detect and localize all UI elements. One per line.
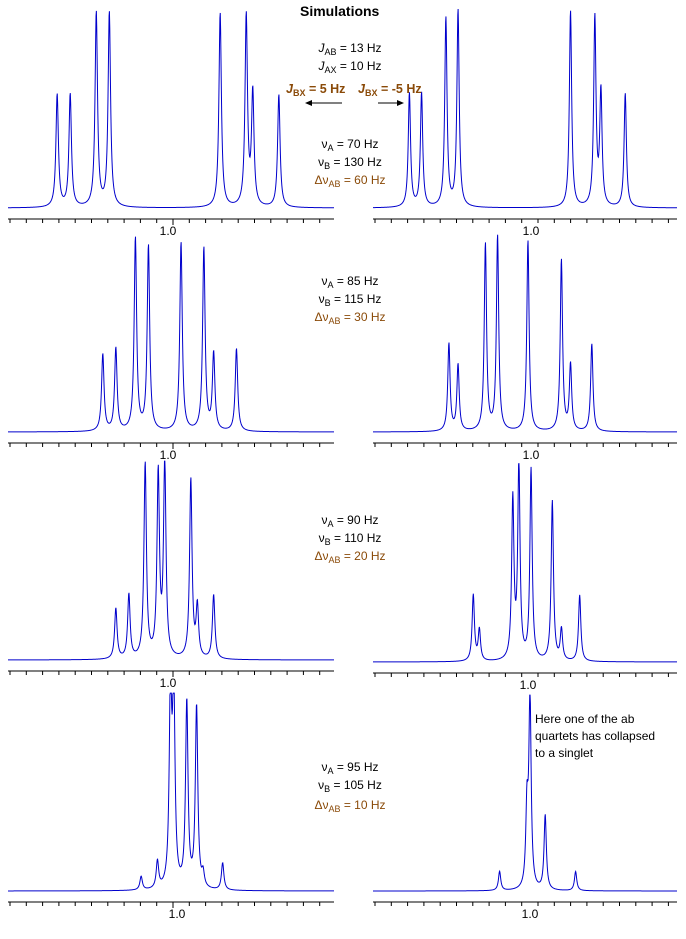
right-arrow-head bbox=[397, 100, 404, 106]
vb-label-row3: νB = 110 Hz bbox=[318, 531, 382, 547]
spectrum-panel-row2-left: 1.0 bbox=[8, 236, 334, 462]
spectrum-trace bbox=[373, 694, 677, 892]
spectrum-trace bbox=[8, 460, 334, 661]
spectrum-trace bbox=[373, 462, 677, 663]
jab-label: JAB = 13 Hz bbox=[318, 41, 382, 57]
dv-label-row3: ΔνAB = 20 Hz bbox=[314, 549, 386, 565]
vb-label-row1: νB = 130 Hz bbox=[318, 155, 382, 171]
va-label-row4: νA = 95 Hz bbox=[321, 760, 379, 776]
spectrum-panel-row4-right: 1.0 bbox=[373, 694, 677, 921]
collapse-note: Here one of the ab quartets has collapse… bbox=[535, 712, 656, 760]
spectrum-trace bbox=[373, 234, 677, 433]
x-tick-label: 1.0 bbox=[160, 676, 177, 690]
spectrum-trace bbox=[372, 8, 677, 209]
x-tick-label: 1.0 bbox=[160, 224, 177, 238]
vb-label-row4: νB = 105 Hz bbox=[318, 778, 382, 794]
spectrum-panel-row3-right: 1.0 bbox=[373, 462, 677, 692]
spectrum-trace bbox=[8, 692, 334, 892]
x-tick-label: 1.0 bbox=[523, 448, 540, 462]
dv-label-row4: ΔνAB = 10 Hz bbox=[314, 798, 386, 814]
jbx-left-label: JBX = 5 Hz bbox=[286, 82, 346, 98]
dv-label-row1: ΔνAB = 60 Hz bbox=[314, 173, 386, 189]
spectrum-panel-row3-left: 1.0 bbox=[8, 460, 334, 690]
x-tick-label: 1.0 bbox=[523, 224, 540, 238]
va-label-row2: νA = 85 Hz bbox=[321, 274, 379, 290]
x-tick-label: 1.0 bbox=[160, 448, 177, 462]
x-tick-label: 1.0 bbox=[522, 907, 539, 921]
x-tick-label: 1.0 bbox=[520, 678, 537, 692]
vb-label-row2: νB = 115 Hz bbox=[318, 292, 382, 308]
left-arrow-head bbox=[305, 100, 312, 106]
spectrum-panel-row4-left: 1.0 bbox=[8, 692, 334, 921]
va-label-row3: νA = 90 Hz bbox=[321, 513, 379, 529]
jbx-right-label: JBX = -5 Hz bbox=[358, 82, 422, 98]
x-tick-label: 1.0 bbox=[169, 907, 186, 921]
spectrum-trace bbox=[8, 236, 334, 433]
spectrum-panel-row2-right: 1.0 bbox=[373, 234, 677, 462]
spectrum-trace bbox=[7, 10, 335, 209]
spectrum-panel-row1-right: 1.0 bbox=[372, 8, 677, 238]
va-label-row1: νA = 70 Hz bbox=[321, 137, 379, 153]
dv-label-row2: ΔνAB = 30 Hz bbox=[314, 310, 386, 326]
page-title: Simulations bbox=[300, 3, 380, 19]
jbx-arrows bbox=[305, 100, 404, 106]
spectrum-panel-row1-left: 1.0 bbox=[7, 10, 335, 238]
jax-label: JAX = 10 Hz bbox=[318, 59, 382, 75]
